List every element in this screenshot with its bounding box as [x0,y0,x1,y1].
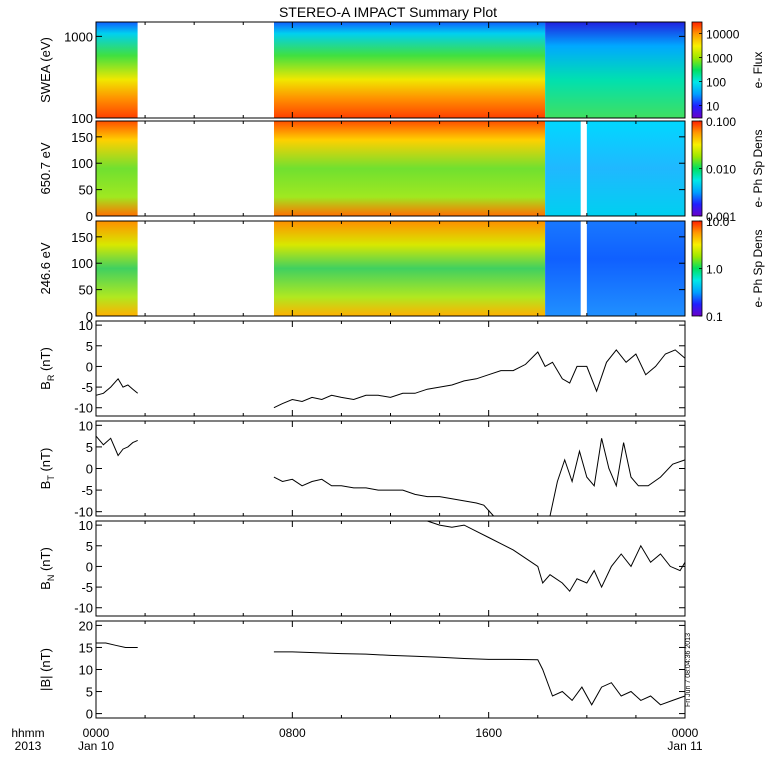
y-axis-label: |B| (nT) [38,648,53,691]
y-tick-label: 5 [86,339,93,354]
y-tick-label: 0 [86,559,93,574]
colorbar-tick-label: 10000 [706,27,740,41]
year-label: 2013 [15,739,42,753]
y-tick-label: 20 [79,618,93,633]
y-tick-label: 0 [86,209,93,224]
colorbar-tick-label: 10 [706,99,720,113]
heatmap-block [96,221,138,316]
colorbar-tick-label: 1000 [706,51,733,65]
series-line [427,520,686,593]
y-tick-label: 10 [79,418,93,433]
heatmap-block [545,22,685,118]
y-tick-label: 5 [86,685,93,700]
y-tick-label: 15 [79,640,93,655]
data-gap [580,221,587,316]
panel-2: 0.100 0.010 0.001 e- Ph Sp Dens 150 100 50 0 650… [38,115,765,224]
y-tick-label: -5 [81,380,93,395]
panel-7: 20 15 10 5 0 |B| (nT) [38,618,686,722]
y-tick-label: 0 [86,707,93,722]
y-tick-label: 100 [71,156,93,171]
colorbar-tick-label: 0.001 [706,210,736,224]
heatmap-block [96,121,138,216]
y-tick-label: 10 [79,518,93,533]
series-line [273,349,686,409]
y-axis-label: 246.6 eV [38,242,53,294]
y-axis-label: BT (nT) [38,448,56,490]
colorbar-tick-label: 1.0 [706,263,723,277]
colorbar-tick-label: 0.100 [706,115,736,129]
x-tick-label: 0800 [279,726,306,740]
y-tick-label: 100 [71,256,93,271]
colorbar-tick-label: 0.010 [706,163,736,177]
colorbar-tick-label: 100 [706,75,726,89]
panel-1: 10000 1000 100 10 e- Flux 1000 100 SWEA (eV) [38,21,765,126]
colorbar-tick-label: 0.1 [706,310,723,324]
data-gap [137,121,274,216]
heatmap-block [545,121,685,216]
heatmap-block [545,221,685,316]
y-tick-label: 150 [71,230,93,245]
colorbar [691,21,703,119]
y-tick-label: 0 [86,359,93,374]
panel-frame [95,620,686,719]
y-axis-label: SWEA (eV) [38,37,53,103]
time-axis-label: hhmm [11,726,44,740]
x-tick-label: 0000 [83,726,110,740]
y-tick-label: 150 [71,130,93,145]
panel-5: 10 5 0 -5 -10 BT (nT) [38,418,686,520]
y-tick-label: -10 [74,601,93,616]
y-tick-label: 50 [79,183,93,198]
y-tick-label: -5 [81,580,93,595]
y-axis-label: BN (nT) [38,547,56,590]
heatmap-block [273,221,546,316]
series-line [96,642,138,648]
y-tick-label: -10 [74,401,93,416]
heatmap-block [273,22,546,118]
y-tick-label: 10 [79,663,93,678]
colorbar-tick-label: 10.0 [706,215,730,229]
plot-title: STEREO-A IMPACT Summary Plot [279,4,497,20]
panel-6: 10 5 0 -5 -10 BN (nT) [38,518,686,617]
data-gap [137,221,274,316]
heatmap-block [273,121,546,216]
y-tick-label: 5 [86,440,93,455]
y-tick-label: 5 [86,539,93,554]
series-line [95,435,138,457]
generation-timestamp: Fri Jun 7 08:04:36 2013 [685,633,692,707]
y-tick-label: 50 [79,283,93,298]
y-tick-label: 10 [79,318,93,333]
panel-frame [95,320,686,417]
data-gap [137,22,274,118]
series-line [95,377,139,396]
y-tick-label: 0 [86,309,93,324]
y-tick-label: 1000 [64,29,93,44]
panel-3: 10.0 1.0 0.1 e- Ph Sp Dens 150 100 50 0 246.6 eV [38,215,765,324]
x-tick-label: 0000 [672,726,699,740]
x-date-label: Jan 11 [667,739,702,753]
heatmap-block [96,22,138,118]
y-tick-label: 100 [71,111,93,126]
colorbar-label: e- Ph Sp Dens [751,229,765,307]
y-tick-label: -10 [74,505,93,520]
data-gap [580,121,587,216]
y-tick-label: 0 [86,462,93,477]
x-date-label: Jan 10 [78,739,114,753]
y-axis-label: 650.7 eV [38,142,53,194]
colorbar-label: e- Flux [751,52,765,89]
colorbar-label: e- Ph Sp Dens [751,129,765,207]
panel-4: 10 5 0 -5 -10 BR (nT) [38,318,686,417]
y-axis-label: BR (nT) [38,347,56,390]
y-tick-label: -5 [81,483,93,498]
series-line [273,651,686,706]
series-line [273,476,494,517]
series-line [549,438,686,517]
panel-frame [95,520,686,617]
x-tick-label: 1600 [475,726,502,740]
